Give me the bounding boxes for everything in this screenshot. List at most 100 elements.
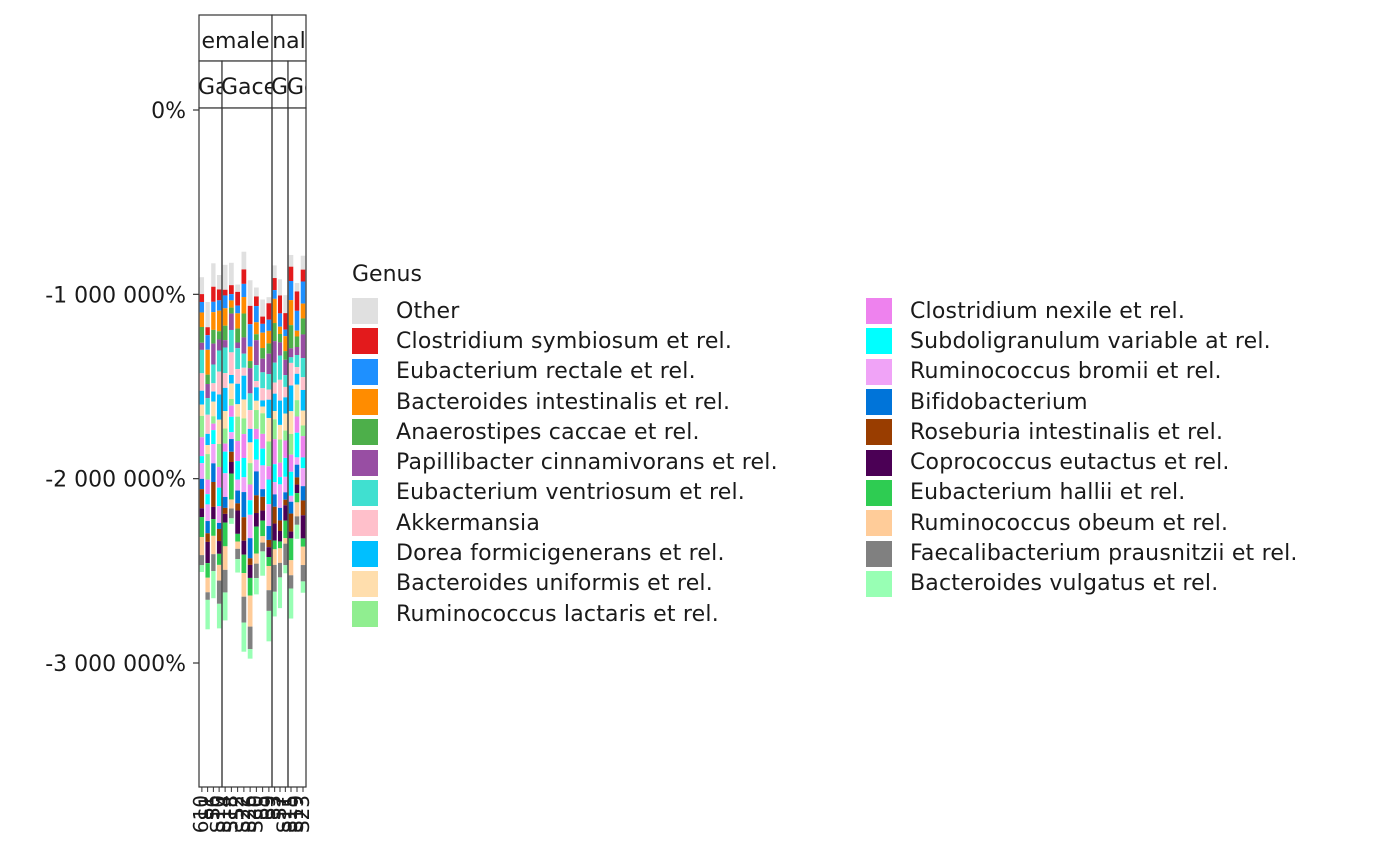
bar-segment	[199, 508, 205, 518]
bar-segment	[300, 468, 306, 487]
bar-segment	[241, 375, 247, 400]
bar-segment	[211, 401, 216, 417]
bar-segment	[283, 375, 288, 387]
bar-segment	[205, 599, 210, 630]
bar-segment	[294, 432, 300, 458]
bar-segment	[241, 554, 247, 574]
bar-segment	[241, 596, 247, 623]
bar-segment	[254, 334, 259, 341]
bar-segment	[247, 410, 253, 429]
bar-segment	[300, 334, 306, 359]
bar-segment	[272, 341, 277, 363]
bar-segment	[211, 506, 216, 520]
bar-segment	[277, 379, 283, 401]
bar-segment	[199, 489, 205, 509]
bar-segment	[300, 255, 306, 270]
y-axis: 0% -1 000 000% -2 000 000% -3 000 000%	[45, 99, 199, 677]
bar-segment	[241, 573, 247, 597]
bar-segment	[288, 588, 294, 619]
bar-segment	[272, 419, 277, 440]
bar-segment	[260, 489, 265, 497]
bar-segment	[235, 541, 240, 549]
bar-segment	[288, 280, 294, 301]
legend-item: Subdoligranulum variable at rel.	[866, 326, 1298, 356]
bar-segment	[266, 526, 272, 540]
bar-segment	[222, 546, 228, 570]
bar-segment	[211, 482, 216, 507]
bar-segment	[260, 316, 265, 324]
bar-segment	[254, 340, 259, 366]
bar-segment	[216, 275, 222, 290]
bar-segment	[260, 520, 265, 537]
bar-segment	[216, 528, 222, 542]
bar-segment	[288, 411, 294, 434]
bar-segment	[247, 368, 253, 394]
bar-segment	[300, 410, 306, 426]
bar-segment	[216, 487, 222, 507]
legend-label: Akkermansia	[396, 510, 541, 536]
bar-segment	[199, 555, 205, 566]
bar-segment	[254, 459, 259, 472]
bar-segment	[294, 310, 300, 331]
bar-segment	[229, 499, 234, 509]
bar-segment	[205, 521, 210, 534]
bar-segment	[300, 565, 306, 582]
bar-segment	[235, 510, 240, 534]
bar-segment	[211, 312, 216, 330]
bar-segment	[283, 543, 288, 566]
bar-segment	[294, 516, 300, 525]
bar-segment	[260, 348, 265, 359]
bar-segment	[199, 373, 205, 391]
legend-item: Clostridium symbiosum et rel.	[352, 326, 866, 356]
bar-segment	[300, 436, 306, 458]
bar-segment	[254, 400, 259, 411]
bar-segment	[211, 535, 216, 555]
bar-segment	[222, 522, 228, 547]
bar-segment	[216, 564, 222, 581]
bar-segment	[266, 547, 272, 557]
bar-segment	[222, 295, 228, 309]
legend-item: Eubacterium hallii et rel.	[866, 478, 1298, 508]
x-tick-label: S22	[231, 795, 255, 833]
bar-segment	[235, 328, 240, 343]
bar-segment	[205, 592, 210, 600]
legend-swatch	[352, 358, 378, 385]
bar-segment	[300, 515, 306, 539]
bar-segment	[277, 484, 283, 508]
legend-swatch	[866, 510, 892, 537]
bar-segment	[222, 569, 228, 593]
bar-segment	[277, 326, 283, 334]
bar-segment	[266, 353, 272, 375]
bar-segment	[272, 265, 277, 279]
bar-segment	[260, 332, 265, 349]
bar-segment	[294, 330, 300, 337]
bar-segment	[300, 389, 306, 411]
bar-segment	[266, 441, 272, 467]
bar-segment	[260, 496, 265, 511]
bar-segment	[205, 479, 210, 495]
x-tick-label: S10	[206, 795, 230, 833]
bar-segment	[260, 510, 265, 521]
bar-segment	[300, 581, 306, 593]
bar-segment	[241, 399, 247, 419]
bar-segment	[235, 490, 240, 504]
bar-segment	[222, 264, 228, 290]
bar-segment	[283, 386, 288, 398]
bar-segment	[283, 336, 288, 352]
bar-segment	[222, 496, 228, 508]
bar-segment	[216, 339, 222, 351]
bar-segment	[199, 437, 205, 457]
bar-segment	[266, 556, 272, 566]
bar-segment	[229, 262, 234, 286]
bar-segment	[205, 504, 210, 522]
legend-swatch	[866, 449, 892, 476]
legend-item: Anaerostipes caccae et rel.	[352, 417, 866, 447]
bar-segment	[294, 457, 300, 465]
legend-label: Roseburia intestinalis et rel.	[910, 419, 1224, 445]
bar-segment	[272, 549, 277, 565]
bar-segment	[211, 329, 216, 344]
bar-segment	[300, 457, 306, 469]
legend-label: Ruminococcus lactaris et rel.	[396, 601, 719, 627]
bar-segment	[199, 342, 205, 350]
bar-segment	[205, 541, 210, 564]
